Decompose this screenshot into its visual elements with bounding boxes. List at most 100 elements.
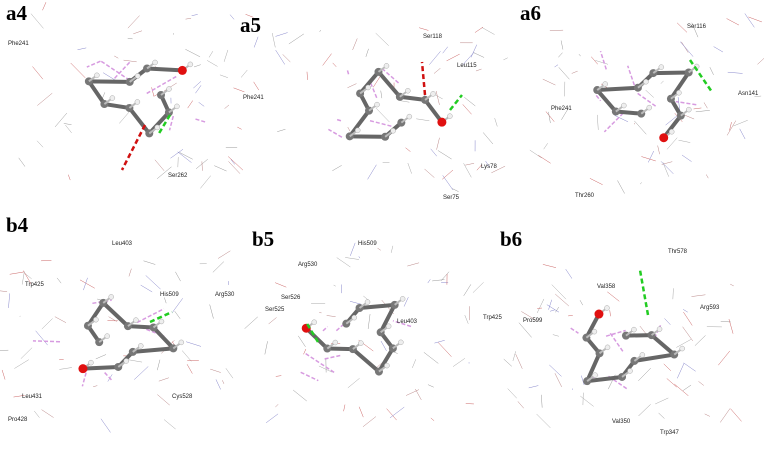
oxygen-atom (437, 117, 447, 127)
residue-wire (34, 410, 40, 418)
residue-wire (298, 335, 306, 347)
residue-wire (691, 294, 706, 297)
residue-wire (437, 150, 452, 160)
residue-wire (548, 111, 551, 124)
residue-wire (56, 277, 62, 284)
pi-interaction (346, 69, 350, 75)
residue-wire (375, 32, 389, 46)
hydrogen-atom (390, 128, 396, 134)
residue-wire (24, 273, 32, 280)
residue-wire (275, 32, 288, 37)
residue-wire (430, 148, 437, 157)
hydrogen-atom (405, 87, 411, 94)
residue-wire (676, 339, 692, 348)
residue-wire (452, 358, 466, 367)
residue-wire (201, 161, 203, 171)
residue-wire (36, 140, 44, 148)
pi-interaction (637, 92, 657, 107)
panel-label: a5 (240, 13, 261, 37)
residue-wire (665, 115, 678, 126)
hydrogen-atom (639, 352, 646, 358)
hydrogen-atom (656, 326, 663, 332)
residue-wire (709, 67, 714, 75)
hydrogen-atom (384, 362, 390, 369)
residue-wire (187, 100, 193, 109)
residue-wire (638, 404, 651, 417)
pi-interaction (380, 67, 400, 84)
residue-wire (682, 326, 693, 342)
hydrogen-atom (178, 339, 185, 346)
hydrogen-atom (109, 95, 116, 101)
residue-wire (581, 375, 585, 386)
residue-wire (349, 301, 362, 305)
residue-wire (463, 163, 472, 178)
residue-label: His509 (160, 292, 179, 298)
residue-label: Ser262 (168, 173, 188, 179)
residue-wire (442, 46, 448, 54)
residue-wire (377, 247, 381, 251)
hydrogen-atom (621, 102, 627, 109)
residue-wire (434, 340, 445, 344)
residue-wire (347, 378, 360, 389)
residue-wire (568, 315, 573, 317)
residue-wire (30, 13, 44, 29)
residue-wire (430, 417, 435, 421)
hydrogen-atom (385, 323, 392, 330)
residue-wire (545, 111, 555, 122)
residue-wire (214, 165, 227, 172)
ligand-bond (347, 69, 444, 139)
residue-wire (151, 87, 155, 97)
hydrogen-atom (643, 78, 649, 85)
residue-label: Ser526 (281, 295, 301, 301)
residue-wire (95, 354, 107, 360)
residue-wire (163, 419, 176, 430)
residue-label: Arg530 (298, 262, 318, 268)
residue-wire (645, 89, 654, 98)
residue-wire (179, 152, 193, 160)
residue-wire (77, 47, 87, 51)
residue-wire (503, 57, 508, 61)
residue-wire (253, 81, 260, 91)
residue-wire (424, 168, 435, 178)
pi-interaction (605, 329, 626, 337)
residue-wire (143, 260, 156, 265)
residue-wire (617, 180, 625, 194)
hydrogen-atom (104, 333, 110, 339)
residue-wire (473, 52, 485, 58)
residue-wire (318, 365, 333, 373)
residue-wire (677, 97, 681, 112)
residue-wire (461, 52, 475, 66)
residue-wire (546, 304, 560, 313)
h-bond (156, 114, 172, 136)
residue-wire (240, 69, 248, 78)
residue-wire (648, 150, 654, 163)
residue-wire (170, 149, 184, 159)
pi-interaction (369, 82, 378, 99)
residue-wire (655, 397, 669, 405)
pi-interaction (609, 332, 624, 352)
residue-wire (333, 284, 336, 287)
residue-wire (729, 122, 732, 131)
residue-wire (365, 48, 369, 57)
hydrogen-atom (646, 104, 653, 111)
h-bond (638, 269, 650, 316)
residue-wire (93, 385, 98, 387)
residue-wire (464, 315, 469, 324)
residue-label: Leu403 (112, 241, 133, 247)
residue-wire (536, 298, 545, 314)
residue-wire (416, 118, 430, 122)
residue-wire (193, 81, 202, 89)
unfavorable-bond (420, 61, 427, 96)
residue-label: Val350 (612, 419, 631, 425)
residue-wire (551, 284, 567, 300)
pi-interaction (626, 65, 636, 86)
hydrogen-atom (134, 73, 141, 79)
residue-wire (215, 379, 221, 390)
hydrogen-atom (174, 103, 180, 110)
residue-wire (288, 33, 304, 45)
residue-wire (386, 408, 397, 421)
residue-wire (41, 409, 54, 418)
residue-wire (730, 283, 734, 287)
residue-wire (512, 351, 516, 362)
residue-wire (727, 71, 743, 74)
